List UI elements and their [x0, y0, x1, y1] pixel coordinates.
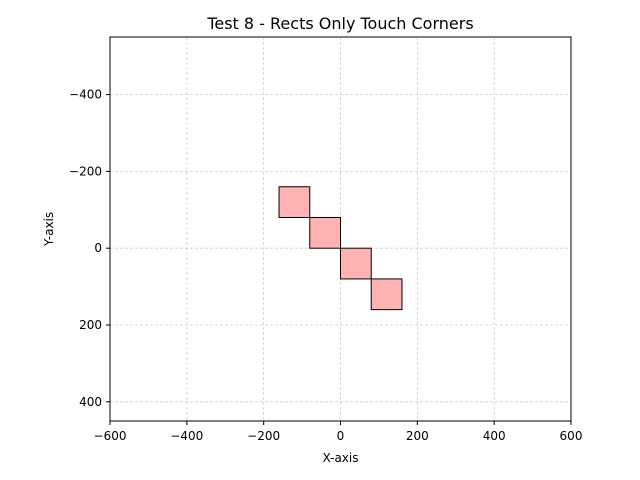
x-tick-label: 600 — [560, 429, 583, 443]
rectangles — [278, 186, 403, 311]
x-tick-label: −400 — [170, 429, 203, 443]
x-axis-label: X-axis — [323, 451, 359, 465]
y-axis-ticks: −400 −200 0 200 400 — [69, 88, 110, 409]
rectangle-1 — [278, 186, 311, 218]
y-tick-label: 400 — [79, 395, 102, 409]
y-tick-label: 0 — [94, 241, 102, 255]
x-tick-label: 0 — [337, 429, 345, 443]
x-tick-label: −600 — [94, 429, 127, 443]
x-tick-label: 200 — [406, 429, 429, 443]
rectangle-4 — [370, 278, 403, 311]
x-tick-label: −200 — [247, 429, 280, 443]
y-tick-label: 200 — [79, 318, 102, 332]
rectangle-2 — [309, 216, 341, 249]
chart-title: Test 8 - Rects Only Touch Corners — [206, 14, 473, 33]
y-tick-label: −200 — [69, 164, 102, 178]
x-axis-ticks: −600 −400 −200 0 200 400 600 — [94, 421, 583, 443]
y-axis-label: Y-axis — [42, 212, 56, 247]
rectangle-3 — [340, 247, 372, 280]
x-tick-label: 400 — [483, 429, 506, 443]
y-tick-label: −400 — [69, 88, 102, 102]
